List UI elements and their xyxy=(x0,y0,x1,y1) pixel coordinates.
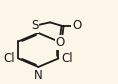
Text: O: O xyxy=(72,19,81,32)
Text: Cl: Cl xyxy=(61,52,73,65)
Text: N: N xyxy=(34,69,43,82)
Text: S: S xyxy=(31,19,39,32)
Text: Cl: Cl xyxy=(4,52,15,65)
Text: O: O xyxy=(56,36,65,49)
